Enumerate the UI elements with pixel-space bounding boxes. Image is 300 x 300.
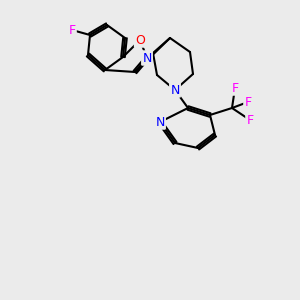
Text: F: F — [68, 23, 76, 37]
Text: O: O — [135, 34, 145, 46]
Text: N: N — [155, 116, 165, 128]
Text: F: F — [246, 113, 254, 127]
Text: N: N — [142, 52, 152, 64]
Text: F: F — [244, 95, 252, 109]
Text: N: N — [170, 83, 180, 97]
Text: F: F — [231, 82, 239, 94]
